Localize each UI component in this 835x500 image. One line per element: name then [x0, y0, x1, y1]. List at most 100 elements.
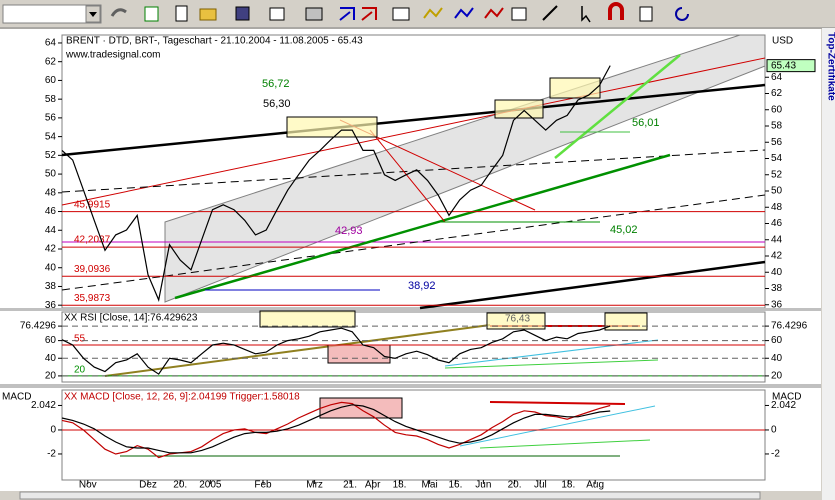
cursor-icon[interactable]	[581, 6, 591, 23]
y2-tick-label: 46	[771, 218, 783, 229]
study-icon[interactable]	[454, 7, 474, 19]
y-tick-label: 2.042	[771, 400, 796, 411]
sidebar-label[interactable]: Top-Zertifikate	[825, 32, 835, 101]
rsi-pane	[61, 311, 766, 383]
highlight-box	[259, 310, 356, 328]
properties-icon[interactable]	[511, 7, 527, 21]
y-tick-label: 56	[45, 113, 57, 124]
x-tick-label: Jun	[475, 480, 491, 491]
pane-separator	[0, 308, 821, 311]
y2-tick-label: 54	[771, 153, 783, 164]
last-value-box	[766, 59, 816, 73]
chart-title: BRENT · DTD, BRT-, Tageschart - 21.10.20…	[66, 36, 363, 47]
annotation: 38,92	[408, 280, 436, 292]
trendline-icon[interactable]	[542, 5, 558, 21]
x-tick-label: Jul	[534, 480, 547, 491]
new-icon[interactable]	[175, 5, 188, 22]
notes-icon[interactable]	[639, 6, 653, 22]
refresh-icon[interactable]	[144, 6, 159, 22]
y-tick-label: 60	[45, 75, 57, 86]
trend-line	[61, 83, 766, 157]
annotation: 56,30	[263, 98, 291, 110]
support-level-label: 39,0936	[74, 264, 111, 275]
annotation: 42,93	[335, 225, 363, 237]
x-tick-label: 20.	[508, 480, 522, 491]
y-tick-label: 40	[45, 262, 57, 273]
annotation: 45,02	[610, 224, 638, 236]
x-tick-label: 18.	[393, 480, 407, 491]
macd-trend-line	[489, 401, 626, 405]
x-tick-label: 18.	[561, 480, 575, 491]
scrollbar-thumb[interactable]	[19, 491, 761, 500]
magnet-icon[interactable]	[608, 2, 624, 20]
rsi-trend-line	[104, 324, 491, 377]
macd-pane	[61, 389, 766, 481]
y2-tick-label: 58	[771, 121, 783, 132]
y-tick-label: 52	[45, 150, 57, 161]
indicator-icon[interactable]	[423, 7, 443, 19]
price-line	[61, 325, 611, 375]
undo-icon[interactable]	[110, 8, 127, 17]
open-icon[interactable]	[199, 8, 217, 21]
y-axis-label: MACD	[772, 392, 801, 403]
x-tick-label: Aug	[586, 480, 604, 491]
y-tick-label: 54	[45, 131, 57, 142]
highlight-box	[286, 116, 378, 138]
macd-trend-line	[479, 439, 651, 449]
price-line	[61, 404, 611, 454]
reload-icon[interactable]	[675, 7, 689, 21]
highlight-box	[494, 99, 544, 119]
source: www.tradesignal.com	[65, 50, 160, 61]
support-level-label: 42,2037	[74, 235, 111, 246]
sidebar	[822, 28, 835, 500]
y-axis-label: MACD	[2, 392, 31, 403]
channel-line	[369, 129, 446, 223]
x-tick-label: Feb	[254, 480, 272, 491]
rsi-title: XX RSI [Close, 14]:76.429623	[64, 313, 198, 324]
drawings	[61, 34, 766, 457]
y2-tick-label: 48	[771, 202, 783, 213]
annotation: 76,43	[505, 314, 530, 325]
chart-icon[interactable]	[339, 7, 355, 21]
y-tick-label: 40	[45, 353, 57, 364]
last-value-label: 65.43	[771, 60, 796, 71]
rsi-trend-line	[444, 339, 659, 367]
x-tick-label: 20.	[173, 480, 187, 491]
level-label: 20	[74, 365, 86, 376]
symbol-input[interactable]	[2, 4, 102, 24]
y-tick-label: 46	[45, 206, 57, 217]
x-tick-label: 2005	[199, 480, 222, 491]
y-tick-label: -2	[771, 449, 780, 460]
y-tick-label: 42	[45, 244, 57, 255]
y-tick-label: 20	[45, 371, 57, 382]
trend-line	[554, 54, 681, 159]
y2-tick-label: 56	[771, 137, 783, 148]
y-tick-label: 20	[771, 371, 783, 382]
support-level-label: 45,9915	[74, 199, 111, 210]
trend-line	[419, 260, 766, 310]
chart-icon-2[interactable]	[361, 7, 377, 21]
macd-trend-line	[459, 405, 656, 447]
print-icon[interactable]	[305, 7, 323, 21]
y2-tick-label: 44	[771, 234, 783, 245]
toolbar-icons	[110, 2, 689, 23]
trend-line	[61, 194, 766, 291]
highlight-box	[486, 312, 546, 330]
y2-tick-label: 64	[771, 72, 783, 83]
x-tick-label: 21.	[343, 480, 357, 491]
strategy-icon[interactable]	[484, 7, 504, 19]
y2-tick-label: 60	[771, 104, 783, 115]
y-tick-label: 2.042	[31, 400, 56, 411]
window-icon[interactable]	[392, 7, 410, 21]
annotation: 56,72	[262, 78, 290, 90]
y-tick-label: 44	[45, 225, 57, 236]
rsi-trend-line	[444, 359, 659, 369]
y-tick-label: 48	[45, 187, 57, 198]
y-tick-label: 36	[45, 300, 57, 311]
y2-tick-label: 36	[771, 299, 783, 310]
x-tick-label: Nov	[79, 480, 97, 491]
copy-icon[interactable]	[269, 7, 285, 21]
x-tick-label: Mrz	[306, 480, 323, 491]
save-icon[interactable]	[235, 6, 250, 21]
